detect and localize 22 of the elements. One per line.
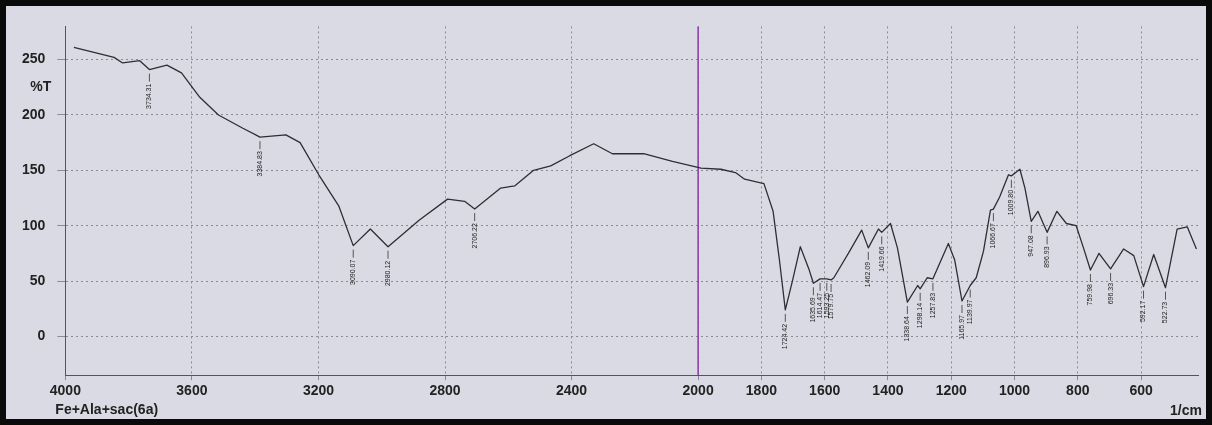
y-tick-label: 50 xyxy=(29,271,46,288)
y-tick-label: 200 xyxy=(22,105,46,122)
x-axis-title: 1/cm xyxy=(1170,401,1202,418)
y-tick-label: 0 xyxy=(37,327,46,344)
x-tick-label: 1000 xyxy=(998,382,1031,399)
y-tick-label: 100 xyxy=(22,216,46,233)
x-tick-label: 2400 xyxy=(555,382,588,399)
y-axis-title: %T xyxy=(30,78,52,95)
y-tick-label: 250 xyxy=(22,50,46,67)
x-tick-label: 1600 xyxy=(809,382,841,399)
y-tick-label: 150 xyxy=(22,161,46,178)
x-tick-label: 800 xyxy=(1066,382,1090,399)
x-tick-label: 4000 xyxy=(49,382,82,399)
x-tick-label: 2000 xyxy=(682,382,714,399)
x-tick-label: 3200 xyxy=(302,382,335,399)
x-tick-label: 2800 xyxy=(429,382,461,399)
x-tick-label: 1800 xyxy=(745,382,778,399)
x-tick-label: 1200 xyxy=(935,382,967,399)
x-tick-label: 3600 xyxy=(176,382,208,399)
x-tick-label: 600 xyxy=(1129,382,1153,399)
text: Fe+Ala+sac(6a) xyxy=(55,400,159,417)
x-tick-label: 1400 xyxy=(872,382,904,399)
